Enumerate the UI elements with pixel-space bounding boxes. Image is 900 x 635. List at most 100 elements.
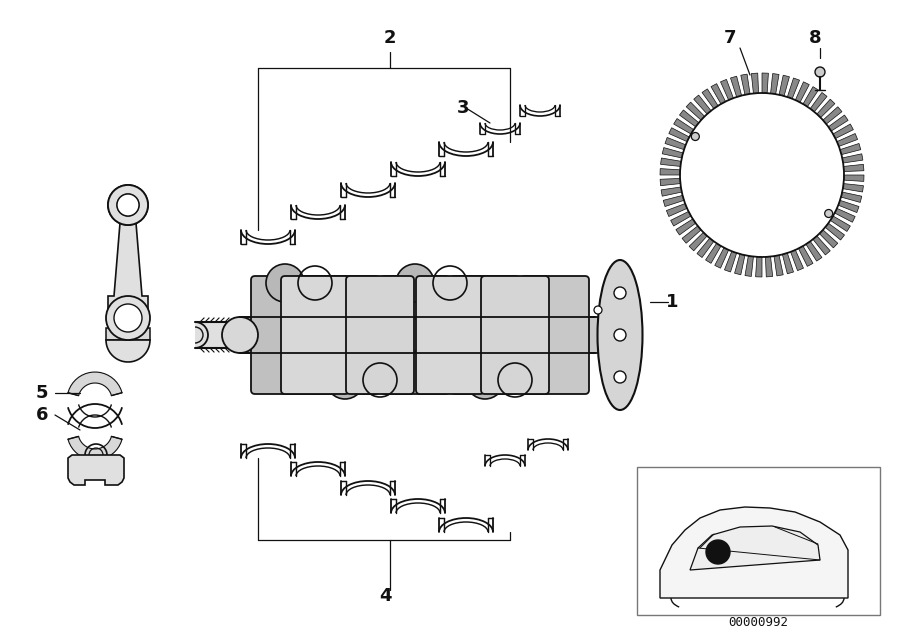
Polygon shape [828,115,848,131]
Polygon shape [790,250,804,271]
Text: 4: 4 [379,587,392,605]
Polygon shape [734,254,745,275]
Text: 1: 1 [666,293,679,311]
Polygon shape [798,246,813,266]
Polygon shape [843,184,863,192]
Polygon shape [752,73,759,93]
Circle shape [614,287,626,299]
Polygon shape [689,232,707,251]
Polygon shape [779,75,789,96]
Polygon shape [669,128,689,142]
Polygon shape [721,79,734,100]
Polygon shape [819,230,838,248]
Polygon shape [686,102,705,120]
Polygon shape [817,99,835,117]
Bar [195,322,240,348]
FancyBboxPatch shape [311,276,379,394]
Polygon shape [690,526,820,570]
Circle shape [614,371,626,383]
Polygon shape [765,257,773,277]
Polygon shape [823,107,842,124]
Ellipse shape [222,317,258,353]
Text: 5: 5 [36,384,49,402]
Bar [285,319,345,351]
Bar [345,319,410,351]
Polygon shape [788,78,799,99]
Ellipse shape [396,264,434,302]
Circle shape [594,306,602,314]
Circle shape [815,67,825,77]
Circle shape [706,540,730,564]
Polygon shape [841,192,862,203]
Polygon shape [844,175,864,182]
Polygon shape [842,154,863,163]
Polygon shape [838,200,859,213]
Polygon shape [715,248,729,268]
Bar [240,317,620,353]
Polygon shape [670,211,691,226]
Polygon shape [837,133,858,147]
Circle shape [691,133,699,140]
Polygon shape [662,147,683,158]
Bar [637,467,880,615]
Ellipse shape [106,296,150,340]
Ellipse shape [466,361,504,399]
Circle shape [108,185,148,225]
Polygon shape [825,223,844,240]
Circle shape [824,210,832,218]
Polygon shape [697,238,714,258]
Ellipse shape [266,264,304,302]
FancyBboxPatch shape [381,276,449,394]
Polygon shape [680,110,698,127]
Polygon shape [660,178,680,185]
Bar [415,319,480,351]
Polygon shape [831,216,850,231]
Polygon shape [774,255,783,276]
FancyBboxPatch shape [346,276,414,394]
Polygon shape [68,436,122,460]
Polygon shape [682,226,701,243]
FancyBboxPatch shape [451,276,519,394]
Polygon shape [663,196,684,206]
Polygon shape [762,73,769,93]
FancyBboxPatch shape [521,276,589,394]
Polygon shape [711,84,725,104]
Polygon shape [806,241,822,261]
Polygon shape [833,124,853,138]
Polygon shape [724,251,737,272]
Text: 00000992: 00000992 [728,615,788,629]
Polygon shape [108,223,148,323]
Polygon shape [741,74,750,95]
Polygon shape [731,76,742,97]
Polygon shape [660,507,848,598]
Polygon shape [68,372,122,396]
Polygon shape [68,455,124,485]
Circle shape [117,194,139,216]
Polygon shape [770,74,779,94]
FancyBboxPatch shape [251,276,319,394]
Circle shape [614,329,626,341]
Ellipse shape [598,260,643,410]
Text: 2: 2 [383,29,396,47]
Polygon shape [840,144,860,154]
Text: 8: 8 [809,29,822,47]
Polygon shape [843,164,864,171]
Polygon shape [834,208,855,222]
Text: 6: 6 [36,406,49,424]
FancyBboxPatch shape [481,276,549,394]
Circle shape [114,304,142,332]
Polygon shape [745,256,753,276]
Polygon shape [803,86,818,107]
Polygon shape [796,82,809,102]
Polygon shape [676,219,696,235]
Polygon shape [810,93,827,112]
Polygon shape [106,340,150,362]
Bar [106,328,150,340]
FancyBboxPatch shape [416,276,484,394]
Polygon shape [665,137,686,150]
Text: 7: 7 [724,29,736,47]
Polygon shape [660,169,680,175]
Polygon shape [756,257,762,277]
Polygon shape [702,89,718,109]
Polygon shape [706,243,721,264]
